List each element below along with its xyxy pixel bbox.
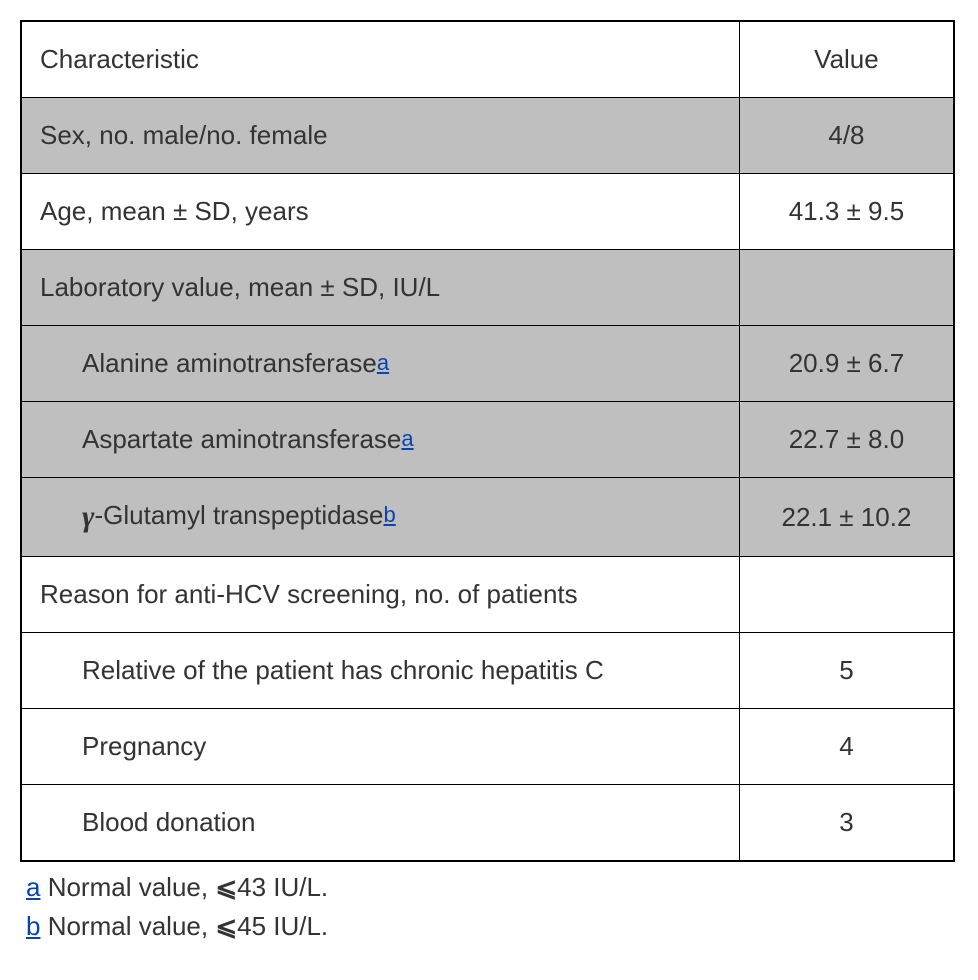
leq-symbol: ⩽ <box>215 911 237 941</box>
footnote-b: b Normal value, ⩽45 IU/L. <box>26 907 958 946</box>
cell-characteristic: Laboratory value, mean ± SD, IU/L <box>21 250 739 326</box>
cell-value <box>739 557 954 633</box>
header-value: Value <box>739 21 954 98</box>
cell-value: 3 <box>739 785 954 862</box>
characteristic-text: Aspartate aminotransferase <box>82 424 401 454</box>
table-row: Relative of the patient has chronic hepa… <box>21 633 954 709</box>
cell-value: 41.3 ± 9.5 <box>739 174 954 250</box>
footnote-marker-b[interactable]: b <box>26 911 40 941</box>
cell-value: 22.7 ± 8.0 <box>739 402 954 478</box>
cell-characteristic: γ-Glutamyl transpeptidaseb <box>21 478 739 557</box>
leq-symbol: ⩽ <box>215 872 237 902</box>
footnote-link-a[interactable]: a <box>401 426 413 451</box>
cell-characteristic: Sex, no. male/no. female <box>21 98 739 174</box>
table-section-row: Laboratory value, mean ± SD, IU/L <box>21 250 954 326</box>
table-row: Aspartate aminotransferasea 22.7 ± 8.0 <box>21 402 954 478</box>
gamma-symbol: γ <box>82 500 94 533</box>
footnote-text-before: Normal value, <box>40 872 215 902</box>
footnote-marker-a[interactable]: a <box>26 872 40 902</box>
table-header-row: Characteristic Value <box>21 21 954 98</box>
footnote-link-b[interactable]: b <box>384 502 396 527</box>
footnotes-section: a Normal value, ⩽43 IU/L. b Normal value… <box>20 868 958 946</box>
table-row: Sex, no. male/no. female 4/8 <box>21 98 954 174</box>
cell-characteristic: Aspartate aminotransferasea <box>21 402 739 478</box>
footnote-text-before: Normal value, <box>40 911 215 941</box>
footnote-text-after: 43 IU/L. <box>237 872 328 902</box>
cell-value: 22.1 ± 10.2 <box>739 478 954 557</box>
cell-value: 4 <box>739 709 954 785</box>
cell-characteristic: Relative of the patient has chronic hepa… <box>21 633 739 709</box>
footnote-text-after: 45 IU/L. <box>237 911 328 941</box>
cell-value <box>739 250 954 326</box>
table-row: Blood donation 3 <box>21 785 954 862</box>
header-characteristic: Characteristic <box>21 21 739 98</box>
cell-characteristic: Age, mean ± SD, years <box>21 174 739 250</box>
cell-characteristic: Alanine aminotransferasea <box>21 326 739 402</box>
cell-characteristic: Blood donation <box>21 785 739 862</box>
table-row: Pregnancy 4 <box>21 709 954 785</box>
characteristics-table: Characteristic Value Sex, no. male/no. f… <box>20 20 955 862</box>
footnote-a: a Normal value, ⩽43 IU/L. <box>26 868 958 907</box>
characteristic-text: Alanine aminotransferase <box>82 348 377 378</box>
cell-characteristic: Reason for anti-HCV screening, no. of pa… <box>21 557 739 633</box>
footnote-link-a[interactable]: a <box>377 350 389 375</box>
cell-value: 20.9 ± 6.7 <box>739 326 954 402</box>
cell-value: 4/8 <box>739 98 954 174</box>
characteristic-text: -Glutamyl transpeptidase <box>94 500 383 530</box>
table-row: Age, mean ± SD, years 41.3 ± 9.5 <box>21 174 954 250</box>
cell-characteristic: Pregnancy <box>21 709 739 785</box>
cell-value: 5 <box>739 633 954 709</box>
table-row: Alanine aminotransferasea 20.9 ± 6.7 <box>21 326 954 402</box>
table-section-row: Reason for anti-HCV screening, no. of pa… <box>21 557 954 633</box>
table-row: γ-Glutamyl transpeptidaseb 22.1 ± 10.2 <box>21 478 954 557</box>
